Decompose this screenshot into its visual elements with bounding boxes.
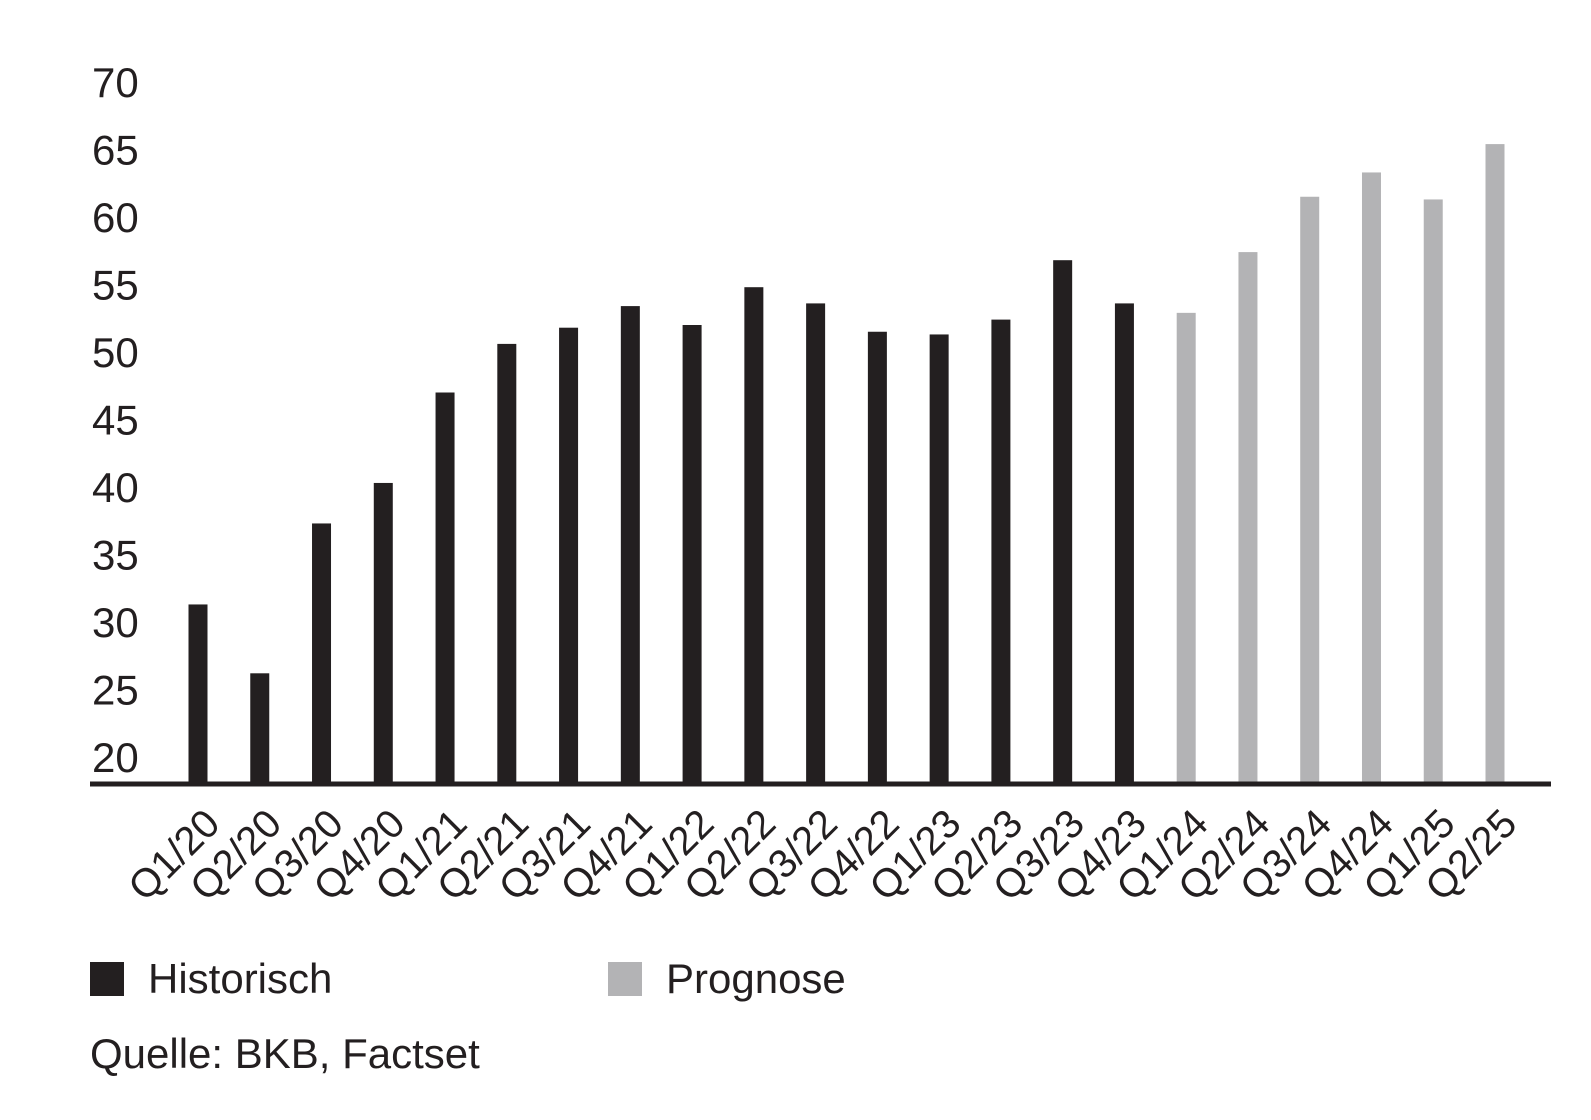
- y-tick-label: 45: [92, 397, 139, 444]
- y-tick-label: 50: [92, 329, 139, 376]
- bar-historisch-q4-22: [867, 331, 887, 784]
- bar-prognose-q1-25: [1423, 199, 1443, 784]
- y-tick-label: 55: [92, 262, 139, 309]
- y-tick-label: 25: [92, 667, 139, 714]
- bars: [188, 144, 1505, 785]
- y-tick-label: 40: [92, 464, 139, 511]
- bar-historisch-q4-21: [620, 306, 640, 784]
- y-tick-label: 70: [92, 59, 139, 106]
- bar-prognose-q2-25: [1485, 144, 1505, 785]
- bar-historisch-q2-22: [744, 287, 764, 784]
- bar-historisch-q1-21: [435, 392, 455, 784]
- legend-item-prognose: Prognose: [608, 958, 846, 1000]
- bar-prognose-q3-24: [1300, 196, 1320, 784]
- y-tick-label: 35: [92, 532, 139, 579]
- bar-historisch-q2-21: [497, 343, 517, 784]
- legend-swatch-prognose: [608, 962, 642, 996]
- y-tick-label: 20: [92, 734, 139, 781]
- bar-historisch-q1-20: [188, 604, 208, 784]
- y-tick-label: 60: [92, 194, 139, 241]
- bar-prognose-q2-24: [1238, 252, 1258, 785]
- legend-label-prognose: Prognose: [666, 955, 846, 1002]
- x-axis-tick-labels: Q1/20Q2/20Q3/20Q4/20Q1/21Q2/21Q3/21Q4/21…: [120, 801, 1525, 909]
- legend-swatch-historisch: [90, 962, 124, 996]
- bar-historisch-q2-20: [250, 673, 270, 784]
- bar-historisch-q4-20: [373, 482, 393, 784]
- bar-historisch-q2-23: [991, 319, 1011, 784]
- bar-historisch-q1-22: [682, 325, 702, 784]
- bar-historisch-q3-22: [806, 303, 826, 784]
- bar-prognose-q4-24: [1361, 172, 1381, 784]
- bar-historisch-q3-21: [559, 327, 579, 784]
- bar-historisch-q4-23: [1114, 303, 1134, 784]
- y-axis-tick-labels: 20 25 30 35 40 45 50 55 60 65 70: [92, 59, 139, 781]
- y-tick-label: 30: [92, 599, 139, 646]
- bar-prognose-q1-24: [1176, 312, 1196, 784]
- bar-historisch-q3-23: [1053, 260, 1073, 784]
- legend-item-historisch: Historisch: [90, 958, 332, 1000]
- y-tick-label: 65: [92, 127, 139, 174]
- bar-historisch-q3-20: [312, 523, 332, 784]
- legend-label-historisch: Historisch: [148, 955, 333, 1002]
- source-note: Quelle: BKB, Factset: [90, 1030, 480, 1077]
- bar-chart: 20 25 30 35 40 45 50 55 60 65 70 Q1/20Q2/20Q3/20Q4…: [90, 59, 1551, 909]
- bar-historisch-q1-23: [929, 334, 949, 784]
